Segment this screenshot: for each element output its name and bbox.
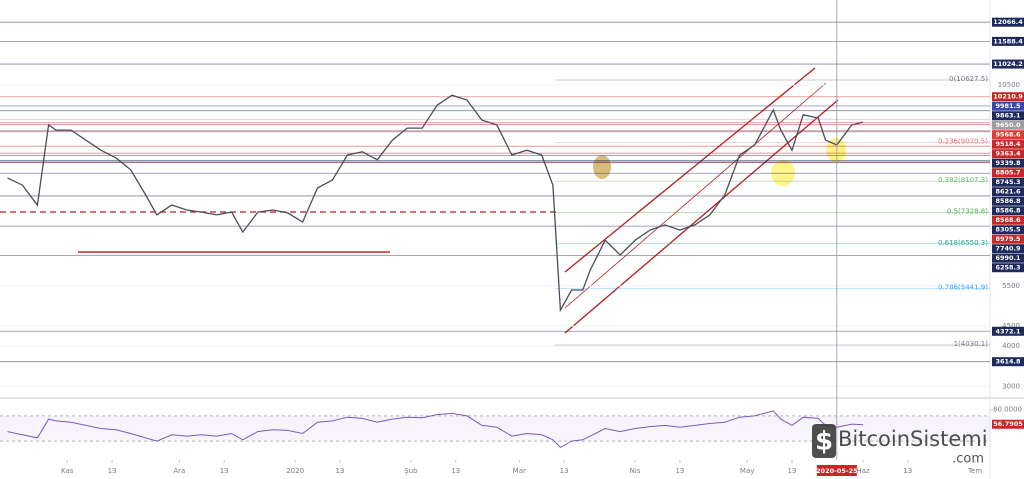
price-flag (992, 139, 1024, 149)
price-flag-label: 11588.4 (993, 37, 1023, 45)
price-flag-label: 8621.6 (995, 188, 1021, 196)
price-flag (992, 177, 1024, 187)
price-flag (992, 206, 1024, 216)
fib-label: 0.236(9070.5) (938, 138, 988, 146)
watermark-suffix: .com (952, 452, 984, 467)
x-tick-label: 13 (451, 467, 460, 475)
price-flag-label: 12066.4 (993, 18, 1023, 26)
watermark-logo (812, 424, 836, 458)
price-flag-label: 4372.1 (995, 327, 1021, 335)
rsi-flag-label: 56.7905 (993, 420, 1023, 428)
watermark: $ BitcoinSistemi .com (812, 424, 988, 467)
price-flag-label: 9650.0 (995, 121, 1021, 129)
price-flag (992, 120, 1024, 130)
price-flag (992, 17, 1024, 27)
price-flag-label: 8745.3 (995, 178, 1020, 186)
x-tick-label: 13 (903, 467, 912, 475)
price-flag (992, 357, 1024, 367)
rsi-line (7, 410, 864, 449)
price-flag-label: 9339.8 (995, 159, 1021, 167)
price-flag (992, 187, 1024, 197)
y-tick-label: 4000 (1002, 342, 1020, 350)
price-line (7, 94, 864, 313)
x-tick-label: Şub (404, 467, 418, 475)
fib-label: 0.786(5441.9) (938, 283, 988, 291)
price-flag (992, 36, 1024, 46)
price-flag (992, 101, 1024, 111)
fib-label: 0(10627.5) (949, 75, 988, 83)
price-flag (992, 149, 1024, 159)
price-flag (992, 326, 1024, 336)
price-flag-label: 8305.5 (995, 226, 1021, 234)
fib-label: 1(4030.1) (954, 340, 989, 348)
price-flag (992, 253, 1024, 263)
y-tick-label: 10500 (998, 81, 1020, 89)
price-flag-label: 8586.8 (995, 207, 1021, 215)
fib-label: 0.5(7328.8) (947, 208, 988, 216)
fib-label: 0.382(8107.3) (938, 176, 988, 184)
price-flag (992, 244, 1024, 254)
channel-mid (564, 82, 827, 309)
price-flag-label: 6258.3 (995, 264, 1020, 272)
price-flag-label: 8586.8 (995, 197, 1021, 205)
price-flag (992, 225, 1024, 235)
price-flag (992, 196, 1024, 206)
y-tick-label: 5500 (1002, 282, 1020, 290)
fib-label: 0.618(6550.3) (938, 239, 988, 247)
x-tick-label: Tem (967, 467, 982, 475)
rsi-tick-label: 80.0000 (993, 406, 1022, 414)
x-tick-label: Haz (856, 467, 870, 475)
x-tick-label: 2020 (286, 467, 304, 475)
price-flag-label: 9981.5 (995, 102, 1021, 110)
price-flag (992, 92, 1024, 102)
price-flag (992, 215, 1024, 225)
highlight-circle (593, 155, 611, 179)
x-tick-label: Mar (513, 467, 526, 475)
x-tick-label: 13 (108, 467, 117, 475)
price-flag (992, 263, 1024, 273)
price-flag-label: 9863.1 (995, 112, 1021, 120)
price-flag (992, 111, 1024, 121)
price-flag-label: 10210.9 (993, 93, 1023, 101)
price-flag-label: 3614.8 (995, 358, 1021, 366)
price-flag-label: 11024.2 (993, 60, 1023, 68)
price-flag-label: 8979.5 (995, 235, 1021, 243)
price-flag (992, 234, 1024, 244)
x-tick-label: 13 (788, 467, 797, 475)
price-flag-label: 8568.6 (995, 216, 1021, 224)
y-tick-label: 4500 (1002, 322, 1020, 330)
crosshair-date: 2020-05-25 (816, 467, 858, 475)
price-flag (992, 168, 1024, 178)
x-tick-label: May (740, 467, 754, 475)
watermark-text: BitcoinSistemi (838, 427, 988, 451)
price-flag (992, 130, 1024, 140)
rsi-flag (992, 419, 1024, 429)
x-tick-label: Ara (173, 467, 185, 475)
x-tick-label: 13 (220, 467, 229, 475)
price-flag (992, 59, 1024, 69)
price-flag-label: 9363.4 (995, 150, 1021, 158)
x-tick-label: Kas (61, 467, 74, 475)
price-flag-label: 9518.4 (995, 140, 1021, 148)
price-flag-label: 9568.6 (995, 131, 1021, 139)
watermark-logo-glyph: $ (815, 427, 833, 457)
y-tick-label: 3000 (1002, 382, 1020, 390)
price-flag-label: 7740.9 (995, 245, 1021, 253)
price-flag-label: 8805.7 (995, 169, 1020, 177)
x-tick-label: 13 (560, 467, 569, 475)
x-tick-label: 13 (336, 467, 345, 475)
x-tick-label: 13 (675, 467, 684, 475)
channel-line (564, 67, 816, 273)
price-flag (992, 158, 1024, 168)
crosshair-date-bg (816, 465, 857, 476)
price-flag-label: 6990.1 (995, 254, 1021, 262)
x-tick-label: Nis (630, 467, 641, 475)
channel-line (564, 99, 839, 334)
